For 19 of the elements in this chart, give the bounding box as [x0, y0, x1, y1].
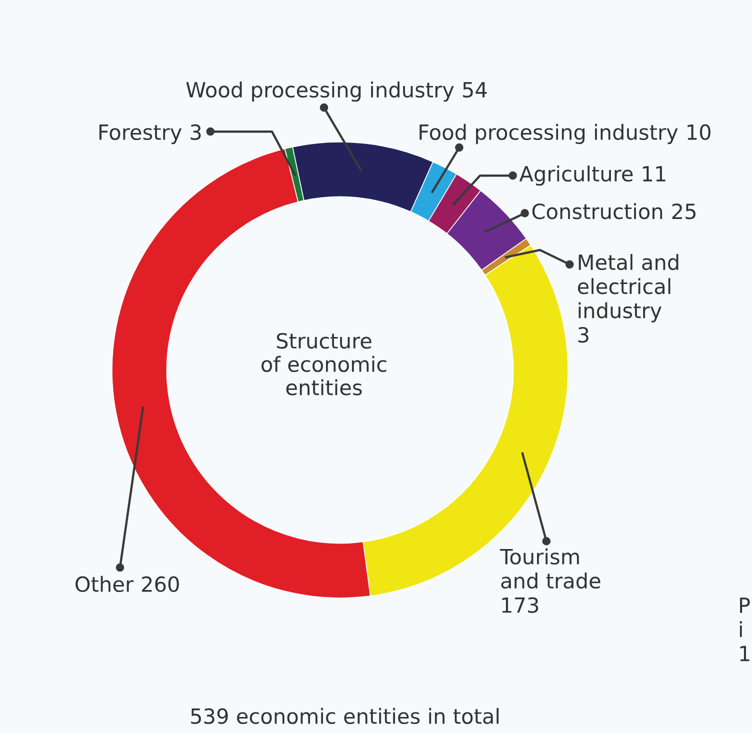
slice-label: Tourism and trade	[500, 548, 600, 589]
slice-label: Wood processing industry	[186, 82, 454, 102]
data-label: 10	[688, 124, 710, 140]
data-label: 173	[502, 597, 538, 613]
slice-label: Metal and electrical industry	[578, 254, 678, 322]
data-label: 25	[672, 203, 696, 220]
slice-label: Agriculture	[519, 166, 633, 186]
text: P i 1	[740, 598, 750, 662]
slice-label: Construction	[532, 203, 662, 220]
slice-label: Other	[76, 576, 134, 592]
text: Structure of economic entities	[262, 332, 386, 396]
data-label: 3	[578, 326, 588, 343]
slice-label: Forestry	[99, 124, 182, 144]
slice-label: Food processing industry	[420, 124, 678, 144]
data-label: 260	[142, 576, 179, 592]
data-label: 11	[642, 166, 666, 182]
text: 539 economic entities in total	[191, 708, 499, 724]
data-label: 3	[190, 124, 201, 140]
data-label: 54	[463, 82, 487, 98]
